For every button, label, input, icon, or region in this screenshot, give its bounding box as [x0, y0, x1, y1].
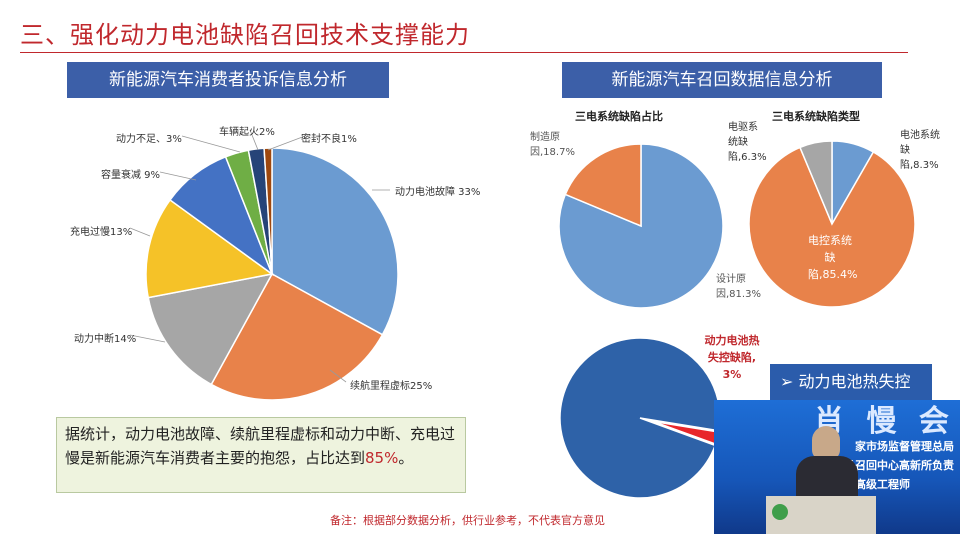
note-highlight: 85%	[365, 449, 399, 467]
footnote: 备注：根据部分数据分析，供行业参考，不代表官方意见	[330, 514, 605, 527]
note-text: 据统计，动力电池故障、续航里程虚标和动力中断、充电过慢是新能源汽车消费者主要的抱…	[65, 425, 456, 467]
video-line1: 家市场监督管理总局	[855, 440, 954, 453]
defect-ratio-pie-chart	[558, 143, 724, 309]
pie3-title: 三电系统缺陷类型	[772, 110, 860, 123]
leader-line-3	[129, 227, 151, 237]
slice-slow-charge	[145, 198, 274, 299]
label-seal-poor: 密封不良1%	[301, 134, 357, 145]
label-control-defect-text: 电控系统缺陷,85.4%	[808, 234, 858, 281]
speaker-video: 肖 慢 会 家市场监督管理总局 缺 品召回中心高新所负责 正高级工程师	[714, 400, 960, 534]
label-battery-fault: 动力电池故障 33%	[395, 187, 481, 198]
slice-control-system	[748, 146, 916, 308]
label-battery-defect: 电池系统缺陷,8.3%	[900, 128, 942, 173]
complaint-header: 新能源汽车消费者投诉信息分析	[67, 62, 389, 98]
pie2-title: 三电系统缺陷占比	[575, 110, 663, 123]
slice-power-interrupt	[147, 272, 274, 386]
leader-line-4	[159, 171, 197, 181]
recall-header: 新能源汽车召回数据信息分析	[562, 62, 882, 98]
thermal-runaway-pie-chart	[559, 337, 734, 499]
label-vehicle-fire: 车辆起火2%	[219, 127, 275, 138]
leader-line-2	[129, 334, 166, 343]
title-divider	[20, 52, 908, 53]
slice-range-false	[210, 272, 384, 401]
label-range-false: 续航里程虚标25%	[350, 381, 433, 392]
video-line3: 正高级工程师	[844, 478, 910, 491]
video-line2: 缺 品召回中心高新所负责	[829, 459, 954, 472]
complaint-pie-chart	[145, 147, 399, 401]
label-motor-defect-text: 电驱系统缺陷,6.3%	[728, 122, 767, 163]
label-manufacturing-text: 制造原因,18.7%	[530, 132, 575, 158]
label-design: 设计原因,81.3%	[716, 272, 761, 302]
speaker-head	[812, 426, 840, 460]
leader-line-7	[267, 135, 306, 151]
label-manufacturing: 制造原因,18.7%	[530, 130, 576, 160]
leader-line-6	[249, 129, 259, 151]
label-capacity-decay: 容量衰减 9%	[101, 170, 161, 181]
label-design-text: 设计原因,81.3%	[716, 274, 761, 300]
label-thermal-runaway: 动力电池热失控缺陷, 3%	[704, 334, 760, 381]
label-leader-lines	[129, 129, 390, 383]
label-low-power: 动力不足、3%	[116, 134, 182, 145]
label-battery-defect-text: 电池系统缺陷,8.3%	[900, 130, 940, 171]
label-motor-defect: 电驱系统缺陷,6.3%	[728, 120, 767, 165]
note-end: 。	[398, 449, 414, 467]
label-slow-charge: 充电过慢13%	[70, 227, 133, 238]
video-badge: ➢ 动力电池热失控	[770, 364, 932, 400]
summary-note: 据统计，动力电池故障、续航里程虚标和动力中断、充电过慢是新能源汽车消费者主要的抱…	[56, 417, 466, 493]
label-control-defect: 电控系统缺陷,85.4%	[808, 232, 857, 283]
slide-title: 三、强化动力电池缺陷召回技术支撑能力	[20, 21, 470, 49]
leader-line-5	[181, 135, 241, 153]
slice-seal-poor	[263, 147, 273, 275]
slice-other	[559, 337, 721, 499]
defect-type-pie-chart	[748, 140, 916, 308]
slice-manufacturing-cause	[564, 143, 642, 228]
podium-logo-icon	[772, 504, 788, 520]
label-power-interrupt: 动力中断14%	[74, 334, 137, 345]
slice-battery-fault	[271, 147, 399, 336]
leader-line-1	[329, 369, 347, 383]
slice-motor-system	[799, 140, 833, 225]
